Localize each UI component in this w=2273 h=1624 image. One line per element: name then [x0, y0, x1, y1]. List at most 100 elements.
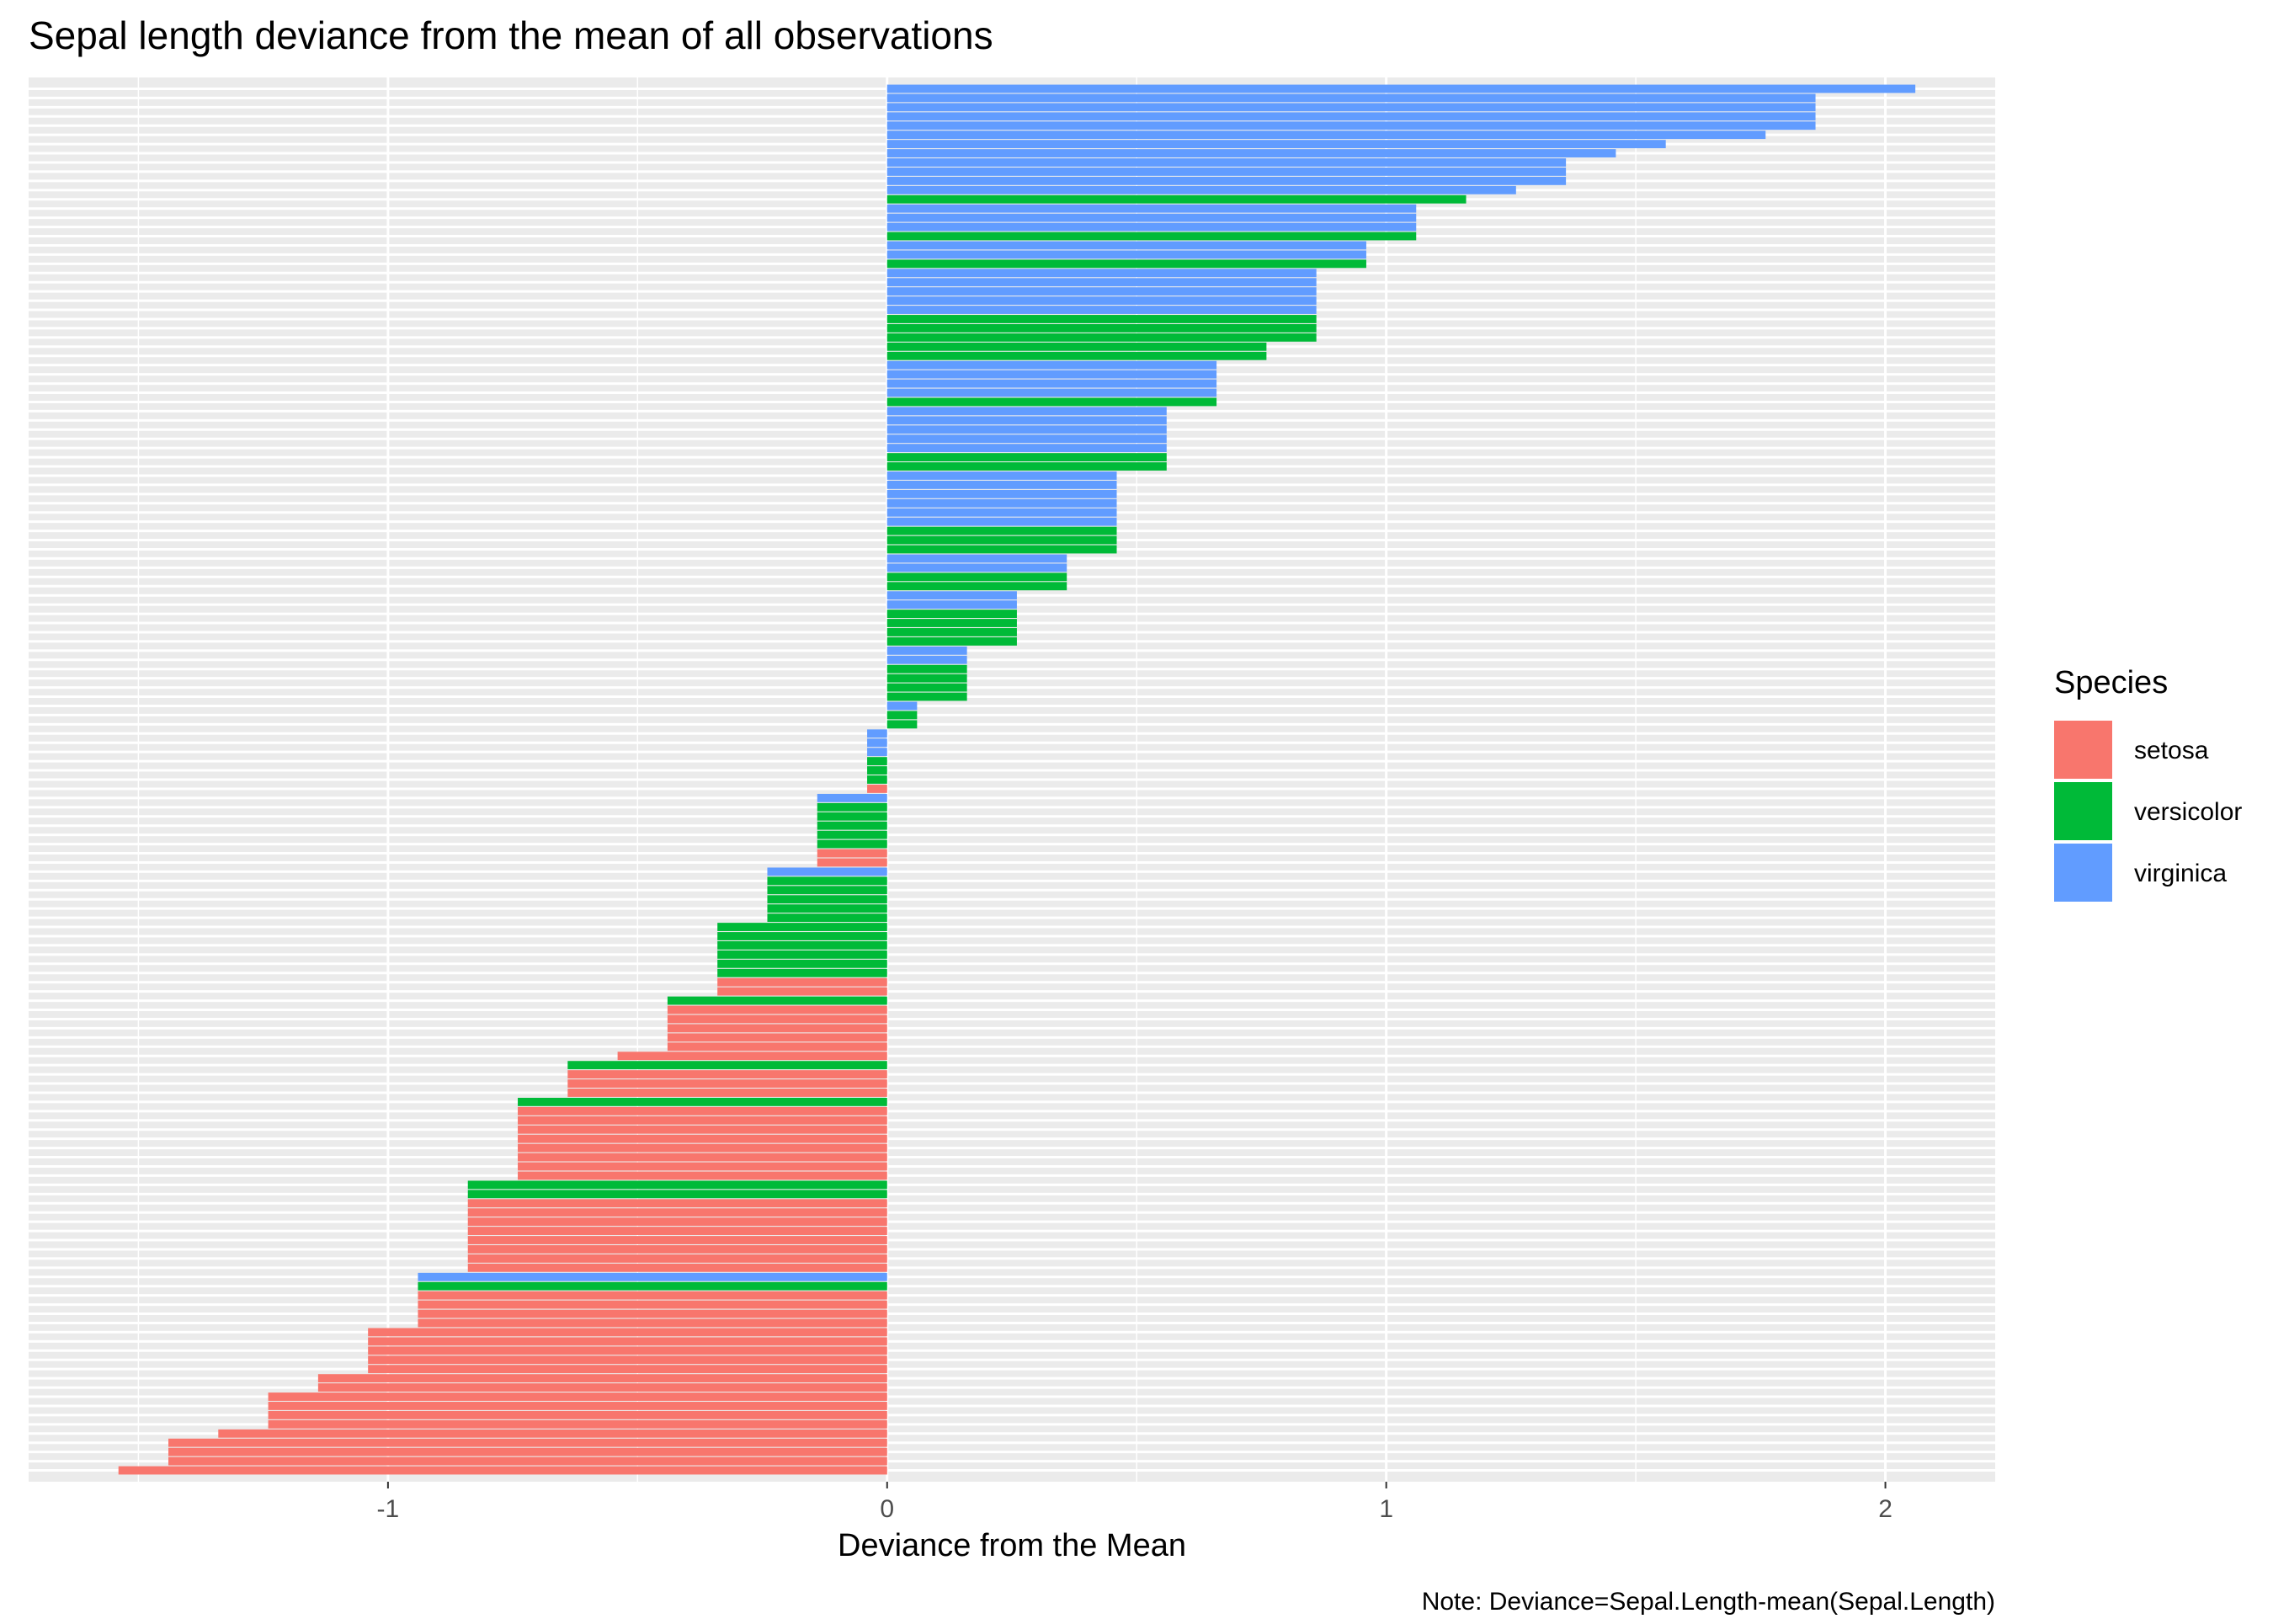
- bar-virginica: [886, 222, 1417, 232]
- bar-versicolor: [886, 397, 1217, 407]
- bar-virginica: [886, 388, 1217, 397]
- bar-setosa: [268, 1402, 887, 1410]
- bar-versicolor: [467, 1180, 887, 1190]
- bar-versicolor: [467, 1190, 887, 1199]
- bar-virginica: [886, 655, 967, 664]
- bar-versicolor: [817, 830, 887, 839]
- bar-versicolor: [767, 904, 887, 913]
- bar-setosa: [467, 1227, 887, 1236]
- bar-setosa: [518, 1143, 887, 1153]
- bar-virginica: [886, 370, 1217, 379]
- bar-setosa: [168, 1456, 887, 1466]
- bar-versicolor: [886, 194, 1467, 204]
- bar-virginica: [886, 130, 1766, 140]
- bar-setosa: [467, 1208, 887, 1217]
- bar-versicolor: [886, 582, 1067, 591]
- bar-setosa: [567, 1079, 887, 1088]
- bar-setosa: [518, 1153, 887, 1162]
- bar-setosa: [867, 785, 887, 793]
- bars: [118, 84, 1916, 1475]
- bar-versicolor: [886, 453, 1167, 462]
- chart-title: Sepal length deviance from the mean of a…: [29, 13, 993, 57]
- bar-versicolor: [867, 757, 887, 766]
- bar-setosa: [717, 987, 887, 996]
- x-tick-label: 1: [1379, 1495, 1393, 1523]
- bar-virginica: [886, 176, 1567, 185]
- bar-setosa: [717, 977, 887, 987]
- bar-setosa: [518, 1125, 887, 1134]
- bar-virginica: [886, 600, 1017, 610]
- bar-versicolor: [886, 664, 967, 674]
- bar-setosa: [317, 1383, 887, 1392]
- bar-virginica: [886, 489, 1117, 498]
- bar-versicolor: [567, 1061, 887, 1070]
- legend-label-versicolor: versicolor: [2134, 798, 2242, 826]
- bar-setosa: [368, 1328, 887, 1337]
- bar-setosa: [817, 858, 887, 867]
- bar-versicolor: [886, 572, 1067, 582]
- bar-setosa: [617, 1052, 887, 1061]
- bar-setosa: [817, 849, 887, 858]
- bar-virginica: [886, 407, 1167, 416]
- bar-setosa: [418, 1291, 887, 1300]
- bar-versicolor: [717, 923, 887, 931]
- bar-setosa: [467, 1245, 887, 1254]
- bar-versicolor: [886, 610, 1017, 618]
- bar-versicolor: [418, 1281, 887, 1291]
- bar-virginica: [886, 84, 1916, 93]
- bar-virginica: [767, 867, 887, 876]
- bar-virginica: [886, 701, 918, 711]
- legend-key-setosa: [2054, 721, 2112, 779]
- bar-setosa: [467, 1199, 887, 1208]
- bar-virginica: [886, 591, 1017, 600]
- bar-setosa: [218, 1429, 887, 1438]
- bar-setosa: [268, 1419, 887, 1429]
- legend-key-versicolor: [2054, 782, 2112, 840]
- bar-setosa: [518, 1171, 887, 1180]
- bar-virginica: [886, 563, 1067, 572]
- bar-setosa: [667, 1005, 887, 1014]
- x-tick-label: 2: [1878, 1495, 1892, 1523]
- bar-virginica: [886, 204, 1417, 213]
- bar-versicolor: [767, 913, 887, 923]
- bar-versicolor: [886, 683, 967, 692]
- bar-virginica: [886, 517, 1117, 526]
- bar-versicolor: [886, 545, 1117, 554]
- bar-versicolor: [886, 628, 1017, 636]
- bar-versicolor: [886, 259, 1366, 269]
- bar-versicolor: [886, 526, 1117, 535]
- bar-versicolor: [886, 323, 1317, 333]
- bar-setosa: [467, 1236, 887, 1244]
- bar-setosa: [667, 1033, 887, 1042]
- bar-setosa: [467, 1254, 887, 1263]
- bar-virginica: [886, 646, 967, 655]
- bar-setosa: [268, 1392, 887, 1401]
- legend-title: Species: [2054, 665, 2168, 700]
- bar-setosa: [368, 1365, 887, 1374]
- x-tick-label: -1: [377, 1495, 400, 1523]
- bar-virginica: [886, 269, 1317, 278]
- bar-setosa: [567, 1089, 887, 1097]
- bar-setosa: [368, 1337, 887, 1346]
- bar-versicolor: [717, 950, 887, 959]
- bar-virginica: [886, 103, 1816, 112]
- bar-virginica: [886, 149, 1616, 157]
- bar-setosa: [368, 1355, 887, 1365]
- bar-versicolor: [886, 232, 1417, 241]
- bar-setosa: [467, 1263, 887, 1272]
- bar-virginica: [886, 287, 1317, 296]
- bar-versicolor: [886, 711, 918, 720]
- bar-versicolor: [667, 996, 887, 1005]
- bar-virginica: [886, 121, 1816, 130]
- bar-virginica: [886, 93, 1816, 103]
- bar-virginica: [886, 554, 1067, 563]
- bar-virginica: [886, 140, 1666, 149]
- bar-setosa: [518, 1134, 887, 1143]
- bar-virginica: [886, 278, 1317, 287]
- bar-virginica: [886, 425, 1167, 434]
- bar-virginica: [867, 729, 887, 738]
- bar-virginica: [886, 444, 1167, 453]
- bar-virginica: [817, 793, 887, 802]
- bar-virginica: [886, 185, 1516, 194]
